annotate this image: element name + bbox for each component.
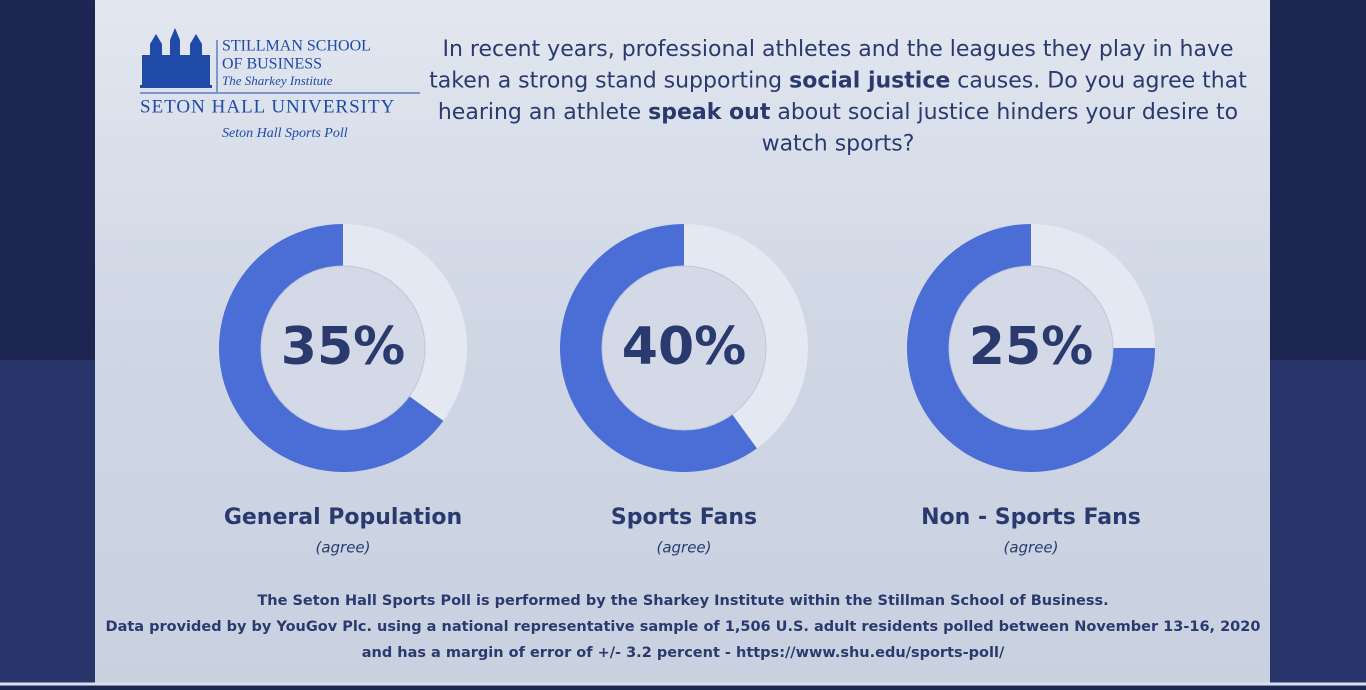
value-label: 35% — [281, 317, 405, 377]
footer-line: Data provided by by YouGov Plc. using a … — [106, 619, 1261, 635]
donut-hole — [601, 265, 767, 431]
question-line: In recent years, professional athletes a… — [442, 37, 1233, 62]
donut-segment — [559, 224, 757, 472]
question: In recent years, professional athletes a… — [429, 37, 1247, 157]
donut-segment — [684, 224, 808, 449]
question-segment: watch sports? — [762, 132, 915, 157]
question-line: watch sports? — [762, 132, 915, 157]
donut-segment — [343, 224, 467, 421]
logo-icon — [140, 28, 212, 88]
question-segment: about social justice hinders your desire… — [770, 100, 1238, 125]
question-segment: hearing an athlete — [438, 100, 648, 125]
value-label: 40% — [622, 317, 746, 377]
logo-text: The Sharkey Institute — [222, 73, 333, 88]
donut-segment — [1031, 224, 1155, 348]
question-line: taken a strong stand supporting social j… — [429, 69, 1247, 94]
chart-subtitle: (agree) — [1003, 539, 1058, 557]
donut-hole — [948, 265, 1114, 431]
footer-line: The Seton Hall Sports Poll is performed … — [257, 593, 1108, 609]
logo-text: OF BUSINESS — [222, 56, 322, 73]
logo-text: STILLMAN SCHOOL — [222, 38, 371, 55]
logo-university: SETON HALL UNIVERSITY — [140, 96, 395, 117]
question-segment: causes. Do you agree that — [950, 69, 1247, 94]
footer: The Seton Hall Sports Poll is performed … — [106, 593, 1261, 661]
donut-segment — [907, 224, 1155, 472]
donut-hole — [260, 265, 426, 431]
chart-title: General Population — [224, 505, 462, 530]
question-line: hearing an athlete speak out about socia… — [438, 100, 1238, 125]
value-label: 25% — [969, 317, 1093, 377]
logo-poll: Seton Hall Sports Poll — [222, 126, 348, 141]
chart-subtitle: (agree) — [315, 539, 370, 557]
question-segment: social justice — [789, 69, 950, 94]
chart-title: Non - Sports Fans — [921, 505, 1141, 530]
charts: 35% General Population (agree) 40% Sports Fa… — [218, 224, 1155, 557]
question-segment: speak out — [648, 100, 771, 125]
donut-segment — [218, 224, 444, 472]
question-segment: taken a strong stand supporting — [429, 69, 789, 94]
chart-title: Sports Fans — [611, 505, 757, 530]
question-segment: In recent years, professional athletes a… — [442, 37, 1233, 62]
chart-subtitle: (agree) — [656, 539, 711, 557]
footer-line: and has a margin of error of +/- 3.2 per… — [362, 645, 1005, 661]
